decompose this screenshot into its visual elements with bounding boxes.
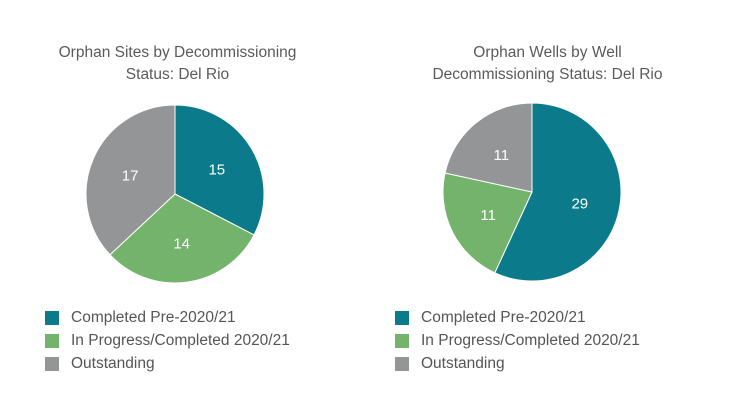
slice-outstanding — [444, 102, 533, 193]
pie-chart-wells: 29 11 11 — [442, 102, 622, 282]
chart-title-line-2: Status: Del Rio — [125, 66, 230, 83]
chart-title-line-2: Decommissioning Status: Del Rio — [432, 66, 663, 83]
chart-title-line-1: Orphan Sites by Decommissioning — [58, 44, 297, 61]
slice-completed — [494, 102, 622, 282]
legend-swatch — [45, 310, 59, 325]
slice-value-label: 11 — [480, 207, 496, 224]
slice-value-label: 11 — [494, 147, 510, 164]
legend-label: Completed Pre-2020/21 — [71, 308, 236, 326]
slice-value-label: 15 — [208, 162, 225, 179]
legend: Completed Pre-2020/21 In Progress/Comple… — [395, 306, 640, 375]
slice-value-label: 17 — [122, 167, 139, 184]
pie-chart-sites: 15 14 17 — [85, 104, 265, 284]
chart-title-line-1: Orphan Wells by Well — [473, 44, 622, 61]
legend-swatch — [395, 310, 409, 325]
legend-swatch — [395, 356, 409, 371]
legend-label: Outstanding — [71, 354, 155, 372]
slice-value-label: 29 — [571, 195, 588, 212]
slice-completed — [174, 104, 265, 236]
legend-swatch — [395, 333, 409, 348]
legend-label: In Progress/Completed 2020/21 — [71, 331, 290, 349]
legend-item-completed: Completed Pre-2020/21 — [45, 306, 290, 329]
chart-orphan-sites: Orphan Sites by Decommissioning Status: … — [0, 42, 360, 375]
chart-title: Orphan Sites by Decommissioning Status: … — [0, 42, 360, 86]
legend-item-outstanding: Outstanding — [395, 352, 640, 375]
slice-in-progress — [109, 193, 255, 284]
legend-swatch — [45, 333, 59, 348]
legend-item-outstanding: Outstanding — [45, 352, 290, 375]
slice-value-label: 14 — [173, 235, 190, 252]
legend-item-in-progress: In Progress/Completed 2020/21 — [45, 329, 290, 352]
legend-label: Outstanding — [421, 354, 505, 372]
chart-orphan-wells: Orphan Wells by Well Decommissioning Sta… — [365, 0, 730, 411]
legend: Completed Pre-2020/21 In Progress/Comple… — [45, 306, 290, 375]
slice-outstanding — [85, 104, 176, 256]
legend-label: Completed Pre-2020/21 — [421, 308, 586, 326]
chart-title: Orphan Wells by Well Decommissioning Sta… — [365, 42, 730, 86]
legend-item-in-progress: In Progress/Completed 2020/21 — [395, 329, 640, 352]
legend-swatch — [45, 356, 59, 371]
slice-in-progress — [442, 172, 533, 274]
legend-label: In Progress/Completed 2020/21 — [421, 331, 640, 349]
legend-item-completed: Completed Pre-2020/21 — [395, 306, 640, 329]
